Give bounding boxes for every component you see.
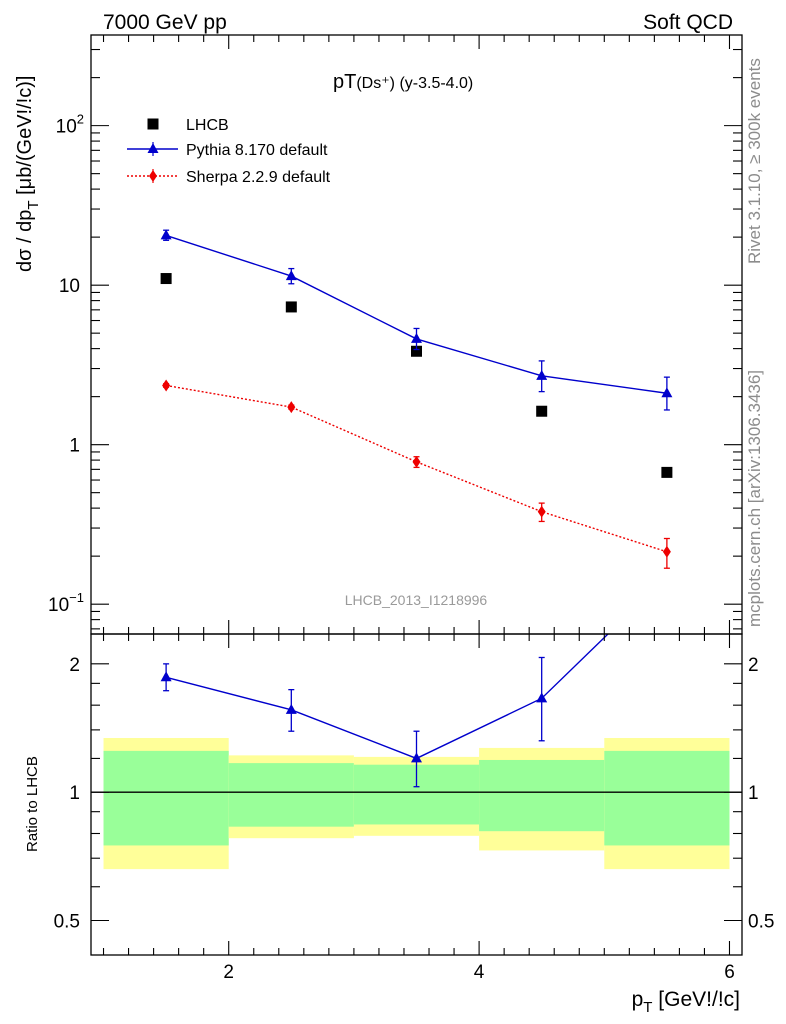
axis-ticks <box>91 35 742 955</box>
legend-label: LHCB <box>186 117 229 134</box>
marker-diamond <box>412 455 421 468</box>
y-tick-label: 10−1 <box>48 590 84 616</box>
ratio-y-tick-label-right: 0.5 <box>748 912 774 933</box>
ratio-stat-band <box>103 750 229 846</box>
ratio-series <box>160 571 672 788</box>
x-tick-label: 2 <box>223 962 234 983</box>
y-tick-label: 102 <box>56 112 84 138</box>
legend: LHCB Pythia 8.170 default Sherpa 2.2.9 def… <box>127 117 331 186</box>
legend-label: Sherpa 2.2.9 default <box>186 169 331 186</box>
ratio-stat-band <box>604 750 730 846</box>
plot-title-main: pT <box>333 71 356 93</box>
energy-label: 7000 GeV pp <box>103 11 227 34</box>
marker-square <box>411 345 422 357</box>
ratio-marker <box>285 703 297 714</box>
ratio-y-tick-label-left: 0.5 <box>54 912 80 933</box>
y-tick-exponent: −1 <box>69 590 84 605</box>
marker-square <box>160 273 172 285</box>
legend-marker-diamond <box>149 170 157 182</box>
y-tick-base: 10 <box>48 595 69 616</box>
plot-title: pT(Ds⁺) (y-3.5-4.0) <box>333 71 473 93</box>
process-label: Soft QCD <box>643 11 733 34</box>
ratio-y-tick-label-left: 2 <box>69 655 80 676</box>
ratio-frame <box>90 633 743 956</box>
series-line-triangle <box>165 234 667 394</box>
y-axis-label: dσ / dpT [μb/(GeV!/!c)] <box>14 76 42 272</box>
y-axis-label-pre: dσ / dp <box>14 210 36 272</box>
marker-triangle <box>661 387 673 398</box>
ratio-y-tick-label-right: 2 <box>748 655 759 676</box>
main-series <box>160 229 673 569</box>
analysis-id-label: LHCB_2013_I1218996 <box>345 592 488 608</box>
y-tick-label: 1 <box>69 436 80 457</box>
ratio-marker <box>536 692 548 703</box>
legend-marker-square <box>147 118 159 130</box>
series-line-diamond <box>165 384 668 553</box>
x-axis-label-sub: T <box>643 999 652 1016</box>
marker-triangle <box>411 332 422 343</box>
ratio-y-tick-label-left: 1 <box>69 783 80 804</box>
marker-diamond <box>162 379 171 392</box>
y-axis-label-sub: T <box>25 200 42 209</box>
ratio-marker <box>160 671 172 682</box>
y-tick-label: 10 <box>59 276 80 297</box>
marker-diamond <box>287 401 296 414</box>
x-axis-label-p: p <box>632 988 644 1011</box>
ratio-uncertainty-bands <box>103 737 730 870</box>
marker-triangle <box>285 270 297 281</box>
legend-label: Pythia 8.170 default <box>186 142 328 159</box>
marker-diamond <box>537 505 546 518</box>
x-tick-label: 4 <box>474 962 485 983</box>
x-tick-label: 6 <box>724 962 735 983</box>
x-axis-label-rest: [GeV!/!c] <box>652 988 740 1011</box>
marker-square <box>536 405 548 417</box>
y-axis-label-post: [μb/(GeV!/!c)] <box>14 76 36 201</box>
ratio-y-tick-label-right: 1 <box>748 783 759 804</box>
marker-triangle <box>160 229 172 240</box>
ratio-stat-band <box>228 763 354 827</box>
legend-marker-triangle <box>147 143 159 153</box>
ratio-marker <box>411 752 422 763</box>
ratio-y-axis-label: Ratio to LHCB <box>24 756 41 852</box>
ratio-stat-band <box>479 759 605 832</box>
y-tick-exponent: 2 <box>77 112 84 127</box>
rivet-label: Rivet 3.1.10, ≥ 300k events <box>745 58 764 264</box>
marker-triangle <box>536 369 548 380</box>
ratio-marker <box>661 571 672 581</box>
marker-square <box>661 466 673 478</box>
source-label: mcplots.cern.ch [arXiv:1306.3436] <box>745 370 764 627</box>
y-tick-base: 10 <box>56 117 77 138</box>
marker-diamond <box>662 545 671 558</box>
x-axis-label: pT [GeV!/!c] <box>632 988 740 1016</box>
plot-title-sub: (Ds⁺) (y-3.5-4.0) <box>356 75 473 92</box>
marker-square <box>285 301 297 313</box>
